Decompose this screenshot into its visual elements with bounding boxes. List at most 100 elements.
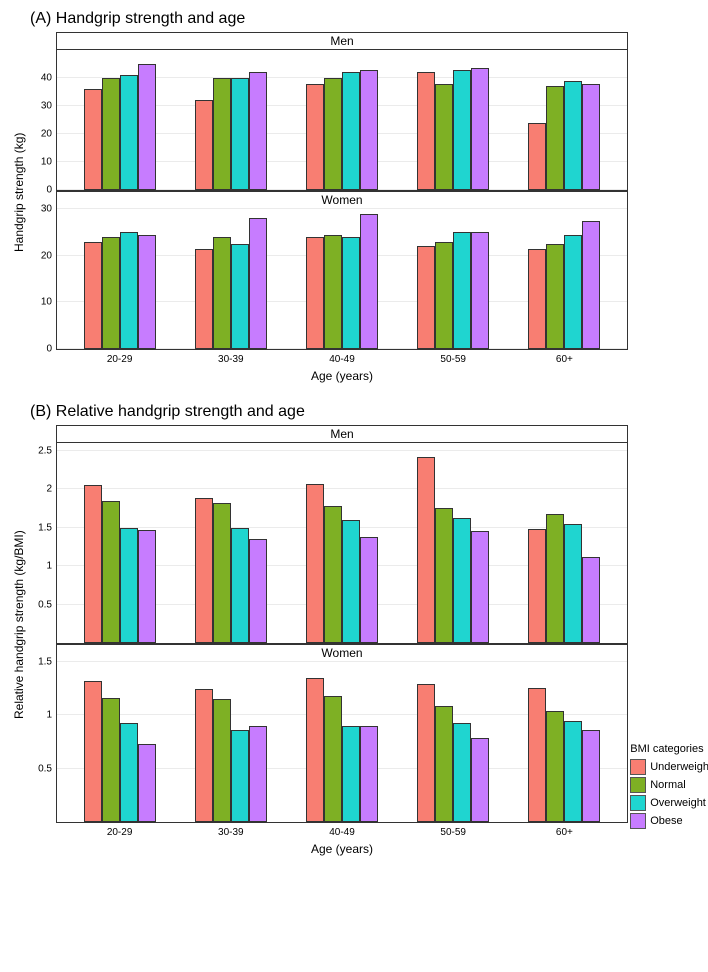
bar-normal — [324, 78, 342, 190]
bar-underweight — [528, 249, 546, 349]
legend-item: Obese — [630, 813, 708, 829]
panel-header: Women — [57, 192, 627, 209]
bars-row — [57, 50, 627, 190]
bar-underweight — [306, 678, 324, 822]
bar-underweight — [84, 242, 102, 349]
y-tick: 0.5 — [38, 599, 52, 610]
bar-overweight — [231, 528, 249, 643]
bar-group — [287, 209, 398, 349]
legend-swatch-obese — [630, 813, 646, 829]
bar-obese — [138, 235, 156, 349]
bar-normal — [546, 86, 564, 190]
y-tick: 40 — [41, 73, 52, 84]
y-tick: 1.5 — [38, 657, 52, 668]
bar-normal — [435, 706, 453, 822]
legend-item: Normal — [630, 777, 708, 793]
x-tick: 30-39 — [175, 354, 286, 365]
bar-group — [176, 443, 287, 643]
bar-overweight — [453, 232, 471, 349]
bar-group — [176, 662, 287, 822]
figure-title: (B) Relative handgrip strength and age — [30, 403, 708, 421]
bar-obese — [471, 531, 489, 643]
bar-underweight — [306, 237, 324, 349]
legend-item: Underweight — [630, 759, 708, 775]
y-tick: 2.5 — [38, 445, 52, 456]
bar-group — [397, 443, 508, 643]
x-tick: 30-39 — [175, 827, 286, 838]
bar-underweight — [417, 684, 435, 822]
bar-group — [65, 662, 176, 822]
bar-group — [508, 662, 619, 822]
bar-overweight — [120, 232, 138, 349]
legend-swatch-normal — [630, 777, 646, 793]
bar-overweight — [453, 723, 471, 822]
bar-normal — [213, 237, 231, 349]
figure-B: (B) Relative handgrip strength and ageRe… — [10, 403, 708, 856]
bar-obese — [138, 64, 156, 190]
y-tick: 20 — [41, 129, 52, 140]
panel-women: Women — [56, 191, 628, 350]
bar-obese — [471, 68, 489, 190]
panel-header: Men — [57, 33, 627, 50]
bar-overweight — [231, 244, 249, 349]
y-tick: 10 — [41, 157, 52, 168]
x-axis-col: 20-2930-3940-4950-5960+Age (years) — [56, 350, 628, 383]
legend-swatch-overweight — [630, 795, 646, 811]
bar-group — [287, 443, 398, 643]
bar-normal — [435, 242, 453, 349]
panel-wrap: 0.5 1 1.5 Women — [28, 644, 628, 823]
bar-normal — [102, 237, 120, 349]
bar-group — [397, 209, 508, 349]
x-tick: 20-29 — [64, 354, 175, 365]
y-tick: 0.5 — [38, 763, 52, 774]
figure-A: (A) Handgrip strength and ageHandgrip st… — [10, 10, 708, 383]
y-ticks-spacer — [28, 823, 56, 856]
bar-group — [65, 209, 176, 349]
panel-header: Women — [57, 645, 627, 662]
bar-underweight — [417, 246, 435, 349]
bar-overweight — [564, 235, 582, 349]
bar-underweight — [195, 498, 213, 643]
bar-normal — [213, 503, 231, 643]
panel-header: Men — [57, 426, 627, 443]
bar-underweight — [84, 681, 102, 822]
bar-group — [287, 662, 398, 822]
panel-wrap: 010203040Men — [28, 32, 628, 191]
bar-obese — [471, 232, 489, 349]
y-tick: 1 — [46, 710, 52, 721]
plot — [57, 662, 627, 822]
bar-group — [65, 443, 176, 643]
bar-normal — [102, 78, 120, 190]
panels-column: 010203040Men0102030Women20-2930-3940-495… — [28, 32, 628, 383]
bar-obese — [249, 539, 267, 643]
bars-row — [57, 662, 627, 822]
panel-men: Men — [56, 32, 628, 191]
bar-group — [508, 209, 619, 349]
x-tick: 60+ — [509, 354, 620, 365]
x-tick: 60+ — [509, 827, 620, 838]
legend-swatch-underweight — [630, 759, 646, 775]
bar-obese — [360, 537, 378, 643]
y-axis-label: Handgrip strength (kg) — [10, 32, 28, 352]
bar-underweight — [306, 484, 324, 643]
bar-underweight — [84, 89, 102, 190]
bar-overweight — [564, 524, 582, 643]
bars-row — [57, 443, 627, 643]
panel-wrap: 0102030Women — [28, 191, 628, 350]
bar-overweight — [342, 237, 360, 349]
x-axis-row: 20-2930-3940-4950-5960+Age (years) — [28, 350, 628, 383]
y-tick: 1.5 — [38, 522, 52, 533]
legend-label: Overweight — [650, 797, 706, 809]
bar-underweight — [528, 688, 546, 822]
bar-overweight — [342, 726, 360, 822]
bar-normal — [546, 711, 564, 822]
legend: BMI categories Underweight Normal Overweigh… — [630, 743, 708, 831]
bar-overweight — [120, 528, 138, 643]
bar-obese — [249, 726, 267, 822]
bar-group — [508, 50, 619, 190]
bar-normal — [546, 244, 564, 349]
bar-normal — [435, 84, 453, 190]
y-tick: 30 — [41, 204, 52, 215]
legend-title: BMI categories — [630, 743, 708, 755]
figure-title: (A) Handgrip strength and age — [30, 10, 708, 28]
